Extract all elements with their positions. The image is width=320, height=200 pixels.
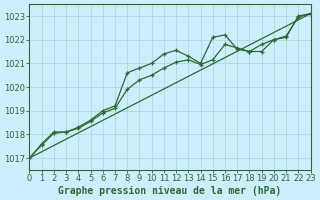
X-axis label: Graphe pression niveau de la mer (hPa): Graphe pression niveau de la mer (hPa) bbox=[58, 186, 282, 196]
